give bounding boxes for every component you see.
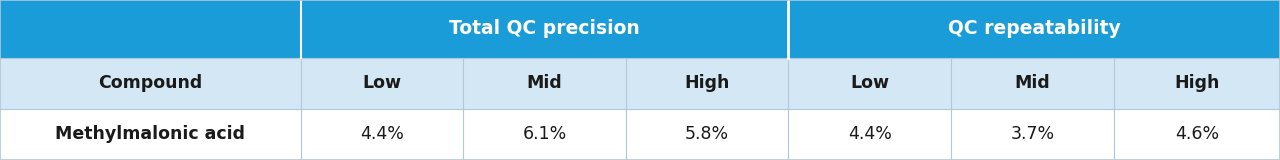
Bar bbox=[463, 58, 626, 109]
Text: 6.1%: 6.1% bbox=[522, 125, 567, 143]
Bar bbox=[1114, 109, 1280, 160]
Text: 3.7%: 3.7% bbox=[1010, 125, 1055, 143]
Bar bbox=[301, 58, 463, 109]
Text: 4.4%: 4.4% bbox=[847, 125, 892, 143]
Text: QC repeatability: QC repeatability bbox=[948, 19, 1120, 38]
Bar bbox=[951, 58, 1114, 109]
Bar bbox=[788, 0, 1280, 58]
Bar bbox=[463, 109, 626, 160]
Bar bbox=[788, 109, 951, 160]
Text: Compound: Compound bbox=[99, 74, 202, 92]
Bar bbox=[0, 0, 301, 58]
Text: 4.6%: 4.6% bbox=[1175, 125, 1219, 143]
Text: Total QC precision: Total QC precision bbox=[449, 19, 640, 38]
Bar bbox=[626, 58, 788, 109]
Bar bbox=[0, 58, 301, 109]
Text: High: High bbox=[685, 74, 730, 92]
Text: Mid: Mid bbox=[1015, 74, 1050, 92]
Bar bbox=[1114, 58, 1280, 109]
Text: High: High bbox=[1174, 74, 1220, 92]
Bar bbox=[626, 109, 788, 160]
Bar bbox=[788, 58, 951, 109]
Bar bbox=[301, 109, 463, 160]
Bar bbox=[951, 109, 1114, 160]
Text: 5.8%: 5.8% bbox=[685, 125, 730, 143]
Text: Mid: Mid bbox=[527, 74, 562, 92]
Bar bbox=[0, 109, 301, 160]
Text: Low: Low bbox=[362, 74, 402, 92]
Text: Methylmalonic acid: Methylmalonic acid bbox=[55, 125, 246, 143]
Text: 4.4%: 4.4% bbox=[360, 125, 404, 143]
Bar bbox=[301, 0, 788, 58]
Text: Low: Low bbox=[850, 74, 890, 92]
